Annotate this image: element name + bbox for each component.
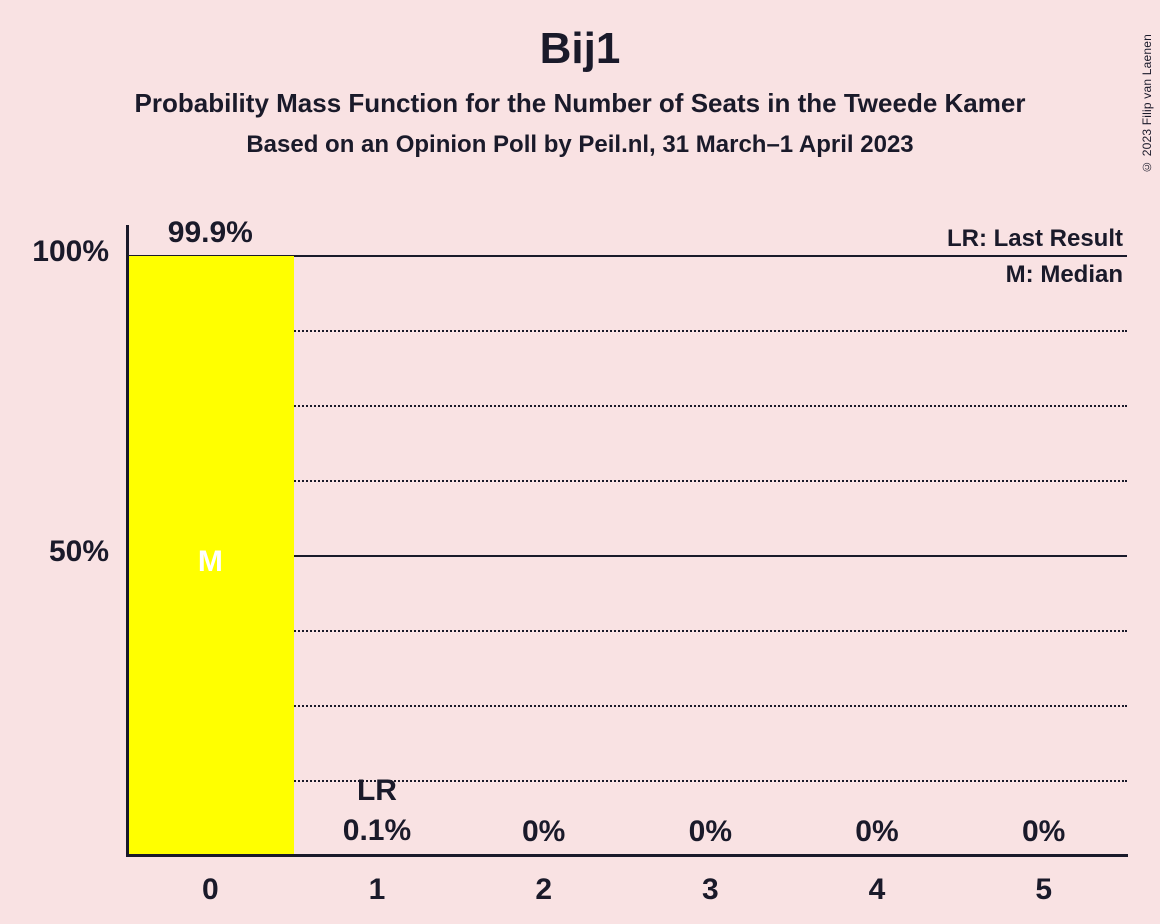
x-axis-label: 3 [627,873,794,907]
x-axis-label: 1 [294,873,461,907]
x-axis-label: 5 [960,873,1127,907]
y-axis-line [126,225,129,855]
bar-value-label: 0% [627,815,794,849]
chart-plot-area: 99.9%M0.1%LR0%0%0%0%LR: Last ResultM: Me… [127,255,1127,855]
bar-value-label: 0% [960,815,1127,849]
legend-last-result: LR: Last Result [947,225,1123,253]
x-axis-line [126,854,1128,857]
copyright-text: © 2023 Filip van Laenen [1140,34,1154,174]
chart-title: Bij1 [0,24,1160,74]
median-marker: M [127,545,294,579]
y-axis-label: 50% [0,535,109,569]
x-axis-label: 2 [460,873,627,907]
bar-value-label: 99.9% [127,216,294,250]
bar-value-label: 0% [460,815,627,849]
x-axis-label: 0 [127,873,294,907]
x-axis-label: 4 [794,873,961,907]
bar-value-label: 0% [794,815,961,849]
title-block: Bij1 Probability Mass Function for the N… [0,24,1160,159]
y-axis-label: 100% [0,235,109,269]
bar-value-label: 0.1% [294,814,461,848]
legend-median: M: Median [1006,261,1123,289]
chart-subtitle-1: Probability Mass Function for the Number… [0,88,1160,119]
chart-subtitle-2: Based on an Opinion Poll by Peil.nl, 31 … [0,131,1160,159]
last-result-marker: LR [294,774,461,808]
